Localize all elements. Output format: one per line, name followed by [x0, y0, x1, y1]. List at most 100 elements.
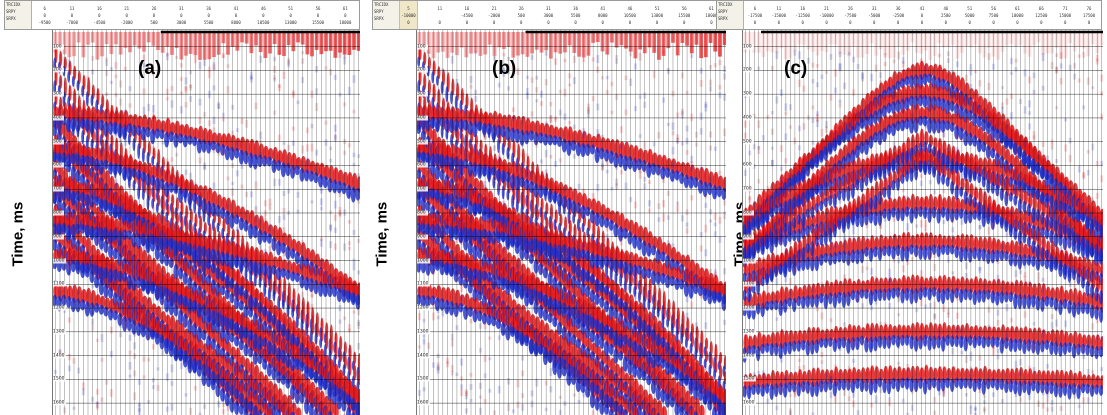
header-value: 10500 [623, 13, 636, 18]
header-value: 0 [968, 20, 971, 25]
header-value: 0 [344, 13, 347, 18]
header-row-srpx: 0 0 0 0 0 0 0 0 0 0 0 0 0 0 0 [743, 19, 1101, 26]
header-row-labels: TRCIDX SRPY SRPX [5, 1, 32, 29]
panel-label: (a) [138, 58, 162, 79]
header-value: 76 [1086, 6, 1092, 11]
header-label-srpy: SRPY [374, 9, 384, 14]
header-value: 0 [920, 20, 924, 25]
header-value: -9500 [38, 20, 51, 25]
header-value: 0 [125, 13, 128, 18]
header-value: 66 [1038, 6, 1044, 11]
header-value: 0 [896, 20, 900, 25]
header-value: 0 [655, 20, 659, 25]
header-value: 0 [574, 20, 577, 25]
y-axis-label: Time, ms [373, 201, 391, 267]
header-value: 0 [873, 20, 876, 25]
header-value: 61 [342, 6, 348, 11]
header-value: 0 [1040, 20, 1043, 25]
header-value: 3000 [176, 20, 187, 25]
header-row-srpy: -17500 -15000 -12500 -10000 -7500 -5000 -2500 0… [743, 12, 1101, 19]
time-tick-label: 200 [743, 67, 754, 73]
header-value: 0 [753, 20, 757, 25]
panel-b: Time, ms TRCIDX SRPY SRPX 5 -10000 0 11 1… [360, 0, 730, 415]
header-value: 0 [180, 13, 183, 18]
header-value: 10000 [1011, 13, 1024, 18]
trace-header: TRCIDX SRPY SRPX 6 11 16 21 26 31 36 41 46 51 56 61… [716, 0, 1102, 30]
header-label-srpy: SRPY [6, 9, 16, 14]
header-value: 31 [545, 6, 551, 11]
time-tick-label: 1000 [417, 258, 431, 264]
header-value: 0 [234, 13, 238, 18]
time-tick-label: 1500 [417, 376, 431, 382]
header-value: 15500 [311, 20, 325, 25]
header-value: 16 [464, 6, 470, 11]
time-tick-label: 1400 [417, 353, 431, 359]
header-row-srpx: -9500 -7000 -4500 -2000 500 3000 5500 8000 10500… [31, 19, 359, 26]
header-value: 46 [260, 6, 266, 11]
header-value: 2500 [941, 13, 951, 18]
header-value: 0 [777, 20, 781, 25]
header-value: 0 [992, 20, 995, 25]
header-value: 15000 [1059, 13, 1072, 18]
panel-c: Time, ms TRCIDX SRPY SRPX 6 11 16 21 26 31 36 4… [708, 0, 1107, 415]
header-value: 61 [1015, 6, 1020, 11]
header-value: 41 [600, 6, 606, 11]
header-value: 0 [920, 13, 924, 18]
header-value: 8000 [231, 20, 241, 25]
header-value: 0 [1063, 20, 1067, 25]
time-tick-label: 900 [53, 234, 64, 240]
time-tick-label: 1200 [743, 305, 757, 311]
time-tick-label: 1500 [743, 376, 757, 382]
header-value: 8000 [597, 13, 608, 18]
time-tick-label: 200 [417, 67, 428, 73]
header-value: 46 [943, 6, 949, 11]
selected-srpx: 0 [407, 20, 410, 25]
header-value: 61 [708, 6, 714, 11]
time-tick-label: 900 [743, 234, 754, 240]
seismic-wiggles [417, 30, 726, 415]
header-value: 0 [152, 13, 156, 18]
header-value: -7000 [65, 20, 79, 25]
header-value: 26 [847, 6, 853, 11]
time-tick-label: 1200 [53, 305, 67, 311]
time-tick-label: 100 [417, 44, 428, 50]
seismic-plot: 100 200 300 400 500 600 700 800 900 1000 1100 1200 1… [52, 30, 360, 415]
header-value: 0 [1016, 20, 1019, 25]
header-value: -15000 [771, 13, 787, 18]
header-value: 51 [288, 6, 294, 11]
header-label-trcidx: TRCIDX [374, 2, 389, 7]
header-label-srpx: SRPX [374, 16, 384, 21]
header-value: 0 [825, 20, 828, 25]
header-value: 3000 [543, 13, 554, 18]
header-value: 31 [871, 6, 877, 11]
header-value: -2000 [120, 20, 133, 25]
seismic-plot: 100 200 300 400 500 600 700 800 900 1000 1100 1200 1… [416, 30, 726, 415]
trace-header: TRCIDX SRPY SRPX 6 11 16 21 26 31 36 41 46 51 56 61… [4, 0, 360, 30]
trace-header: TRCIDX SRPY SRPX 5 -10000 0 11 16 21 26 31 36… [372, 0, 726, 30]
panel-a: Time, ms TRCIDX SRPY SRPX 6 11 16 21 26 31 36 4… [0, 0, 368, 415]
header-value: -5000 [868, 13, 881, 18]
time-tick-label: 600 [743, 162, 754, 168]
time-tick-label: 300 [53, 91, 64, 97]
selected-srpy: -10000 [401, 13, 416, 18]
time-tick-label: 1500 [53, 376, 67, 382]
selected-trace-header[interactable]: 5 -10000 0 [399, 1, 418, 29]
trace-texture [743, 30, 1103, 415]
header-value: 6 [43, 6, 46, 11]
time-tick-label: 100 [53, 44, 64, 50]
header-value: 0 [262, 13, 265, 18]
header-value: 0 [207, 13, 210, 18]
header-value: 6 [753, 6, 757, 11]
time-tick-label: 400 [53, 115, 64, 121]
header-value: 46 [627, 6, 633, 11]
time-tick-label: 300 [743, 91, 754, 97]
header-value: 56 [315, 6, 321, 11]
header-value: 36 [206, 6, 212, 11]
header-label-srpx: SRPX [718, 16, 728, 21]
time-tick-label: 800 [743, 210, 754, 216]
header-value: 0 [465, 20, 469, 25]
seismic-wiggles [743, 30, 1103, 415]
header-value: 7500 [988, 13, 999, 18]
header-value: 0 [849, 20, 852, 25]
header-row-trcidx: 6 11 16 21 26 31 36 41 46 51 56 61 66 71 76 [743, 5, 1101, 12]
